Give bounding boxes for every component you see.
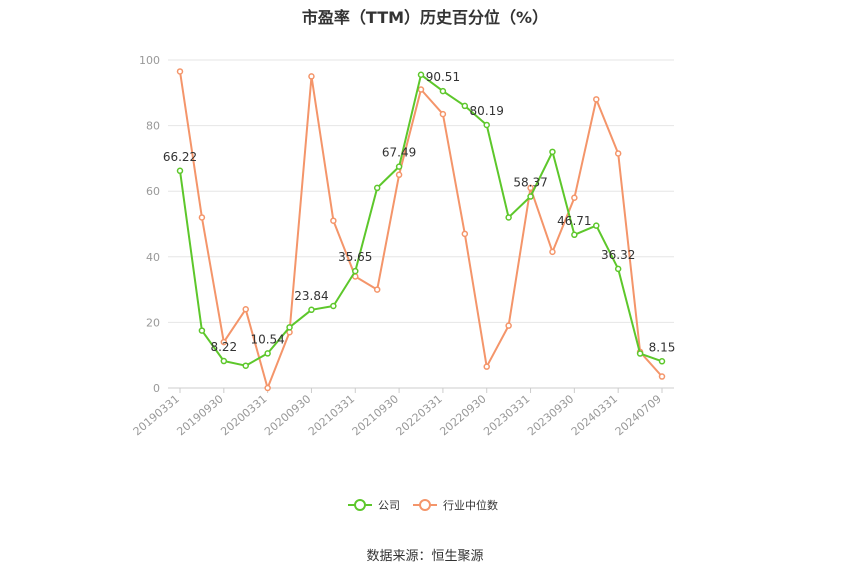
y-tick-label: 40 (146, 251, 160, 264)
data-point (373, 286, 381, 293)
data-point (286, 324, 293, 331)
data-point (373, 184, 381, 192)
legend-label: 行业中位数 (443, 498, 498, 512)
data-point (439, 87, 447, 95)
data-point (505, 322, 512, 329)
legend: 公司 行业中位数 (348, 498, 498, 512)
y-tick-label: 60 (146, 185, 160, 198)
legend-marker (419, 499, 431, 511)
data-point (417, 86, 425, 93)
x-tick-label: 20190331 (131, 392, 182, 438)
x-tick-label: 20200331 (218, 392, 269, 438)
data-point (198, 214, 206, 221)
data-label: 67.49 (382, 146, 416, 160)
data-point (636, 350, 644, 357)
data-point (352, 267, 359, 275)
data-label: 10.54 (250, 332, 284, 346)
y-tick-label: 20 (146, 316, 160, 329)
chart-title: 市盈率（TTM）历史百分位（%） (301, 8, 549, 27)
data-point (176, 68, 184, 75)
data-point (614, 265, 622, 273)
data-point (330, 217, 337, 224)
data-point (614, 150, 622, 157)
data-label: 90.51 (426, 70, 460, 84)
data-point (527, 184, 534, 192)
x-tick-label: 20200930 (262, 392, 313, 438)
data-label: 46.71 (557, 214, 591, 228)
x-tick-label: 20190930 (174, 392, 225, 438)
y-tick-label: 0 (153, 382, 160, 395)
data-point (571, 231, 578, 239)
data-label: 35.65 (338, 250, 372, 264)
data-point (593, 96, 600, 103)
data-point (461, 102, 469, 110)
x-tick-label: 20230930 (525, 392, 576, 438)
data-point (571, 194, 578, 202)
data-point (593, 222, 600, 229)
data-label: 66.22 (163, 150, 197, 164)
data-label: 36.32 (601, 248, 635, 262)
data-label: 8.22 (210, 340, 237, 354)
x-tick-label: 20210930 (350, 392, 401, 438)
data-point (395, 163, 403, 170)
x-tick-label: 20220331 (394, 392, 445, 438)
data-point (242, 306, 249, 313)
data-point (439, 110, 447, 118)
data-point (264, 384, 271, 392)
data-point (505, 214, 512, 221)
data-point (395, 171, 403, 179)
x-tick-label: 20220930 (437, 392, 488, 438)
data-label-layer: 66.22 8.22 10.54 23.84 35.65 67.49 90.51 80.19 5… (163, 70, 676, 354)
data-point (483, 363, 490, 370)
x-tick-label: 20240331 (569, 392, 620, 438)
data-point (176, 167, 184, 175)
x-tick-label: 20240709 (613, 392, 664, 438)
data-source-note: 数据来源：恒生聚源 (366, 549, 484, 564)
data-point (264, 350, 271, 357)
x-tick-label: 20230331 (481, 392, 532, 438)
y-tick-label: 80 (146, 120, 160, 133)
data-point (417, 71, 425, 79)
data-point (549, 148, 556, 156)
data-point (198, 327, 206, 334)
data-point (658, 373, 666, 380)
data-point (308, 306, 315, 314)
data-label: 80.19 (470, 104, 504, 118)
data-point (242, 362, 249, 369)
axis-layer: 0 20 40 60 80 100 2019033120190930202003312020… (131, 54, 674, 438)
data-point (220, 338, 228, 346)
data-label: 58.37 (513, 176, 547, 190)
legend-marker (354, 499, 366, 511)
y-tick-label: 100 (139, 54, 160, 67)
x-tick-label: 20210331 (306, 392, 357, 438)
data-point (483, 121, 490, 129)
data-point (549, 248, 556, 256)
data-point (330, 302, 337, 310)
data-point (220, 357, 228, 365)
series-layer (176, 68, 666, 392)
legend-label: 公司 (378, 499, 400, 512)
data-point (527, 193, 534, 200)
data-label: 23.84 (294, 289, 328, 303)
data-point (461, 230, 469, 238)
data-point (308, 73, 315, 80)
data-label: 8.15 (649, 340, 676, 354)
data-point (658, 358, 666, 365)
